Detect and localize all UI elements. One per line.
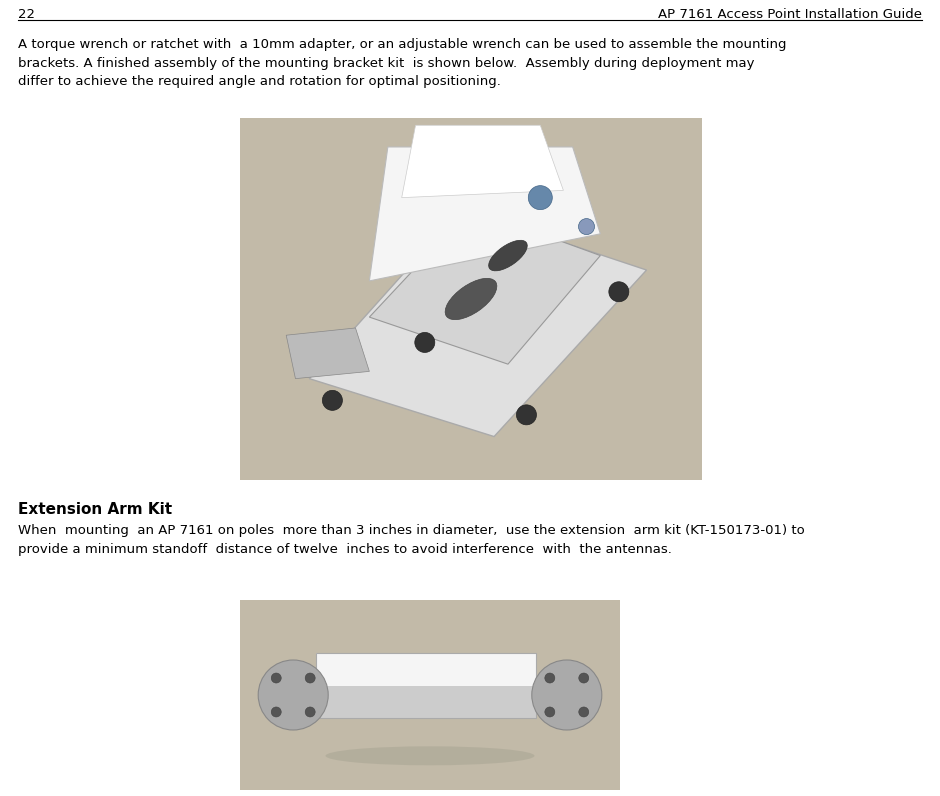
Bar — [240, 118, 702, 480]
Text: 22: 22 — [18, 8, 35, 21]
Text: A torque wrench or ratchet with  a 10mm adapter, or an adjustable wrench can be : A torque wrench or ratchet with a 10mm a… — [18, 38, 787, 88]
Circle shape — [579, 673, 588, 683]
Circle shape — [306, 707, 315, 717]
Text: Extension Arm Kit: Extension Arm Kit — [18, 502, 172, 517]
Polygon shape — [316, 685, 537, 718]
Circle shape — [579, 707, 588, 717]
Polygon shape — [316, 654, 537, 685]
Polygon shape — [401, 125, 563, 197]
Text: AP 7161 Access Point Installation Guide: AP 7161 Access Point Installation Guide — [658, 8, 922, 21]
Circle shape — [306, 673, 315, 683]
Polygon shape — [369, 209, 601, 364]
Text: When  mounting  an AP 7161 on poles  more than 3 inches in diameter,  use the ex: When mounting an AP 7161 on poles more t… — [18, 524, 805, 556]
Circle shape — [322, 390, 342, 411]
Circle shape — [545, 673, 555, 683]
Circle shape — [272, 673, 281, 683]
Ellipse shape — [325, 747, 535, 765]
Circle shape — [545, 707, 555, 717]
Circle shape — [578, 219, 594, 235]
Polygon shape — [309, 209, 647, 436]
Circle shape — [532, 660, 602, 730]
Ellipse shape — [489, 240, 527, 271]
Circle shape — [528, 185, 553, 209]
Circle shape — [272, 707, 281, 717]
Bar — [240, 600, 620, 790]
Circle shape — [415, 333, 435, 353]
Polygon shape — [286, 328, 369, 379]
Ellipse shape — [446, 279, 497, 320]
Circle shape — [258, 660, 328, 730]
Circle shape — [516, 405, 537, 425]
Polygon shape — [369, 147, 601, 281]
Circle shape — [609, 282, 629, 302]
